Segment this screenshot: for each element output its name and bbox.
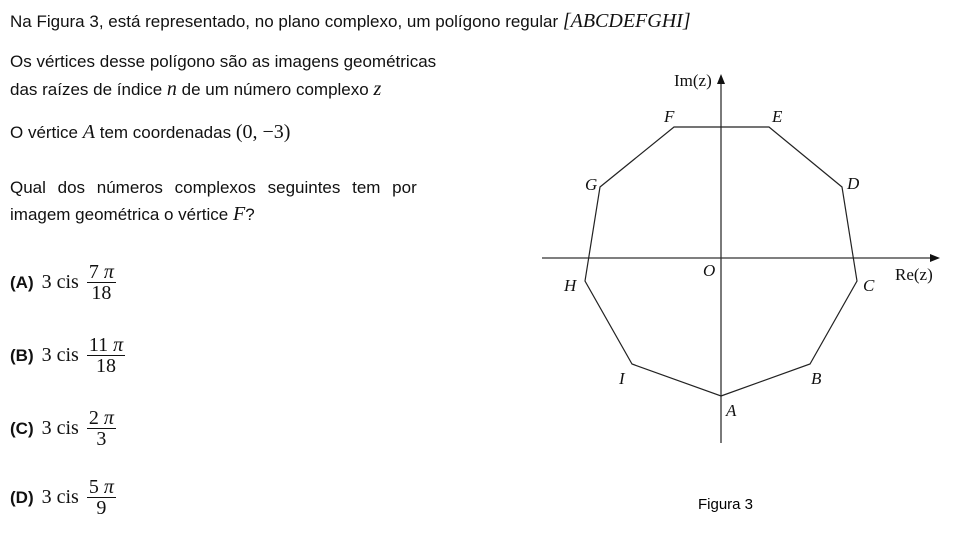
intro-text: Na Figura 3, está representado, no plano… — [10, 10, 691, 32]
figure-caption: Figura 3 — [698, 496, 753, 513]
vertex-i: I — [618, 369, 626, 388]
question-line1: Qual dos números complexos seguintes tem… — [10, 178, 417, 197]
option-b[interactable]: (B) 3 cis 11 π 18 — [10, 334, 126, 377]
y-axis-arrow-icon — [717, 74, 725, 84]
vertex-g: G — [585, 175, 597, 194]
x-axis-label: Re(z) — [895, 265, 933, 284]
vertex-a: A — [725, 401, 737, 420]
line1: Os vértices desse polígono são as imagen… — [10, 52, 437, 71]
vertex-d: D — [846, 174, 860, 193]
vertex-c: C — [863, 276, 875, 295]
vertex-b: B — [811, 369, 822, 388]
polygon — [584, 126, 858, 397]
polygon-name: [ABCDEFGHI] — [562, 10, 691, 32]
vertex-h: H — [563, 276, 578, 295]
vertex-f: F — [663, 107, 675, 126]
line2: das raízes de índice n de um número comp… — [10, 78, 382, 100]
x-axis-arrow-icon — [930, 254, 940, 262]
question-line2: imagem geométrica o vértice F? — [10, 203, 255, 225]
origin-label: O — [703, 261, 715, 280]
y-axis-label: Im(z) — [674, 71, 712, 90]
vertex-e: E — [771, 107, 783, 126]
option-a[interactable]: (A) 3 cis 7 π 18 — [10, 261, 116, 304]
line3: O vértice A tem coordenadas (0, −3) — [10, 121, 291, 143]
